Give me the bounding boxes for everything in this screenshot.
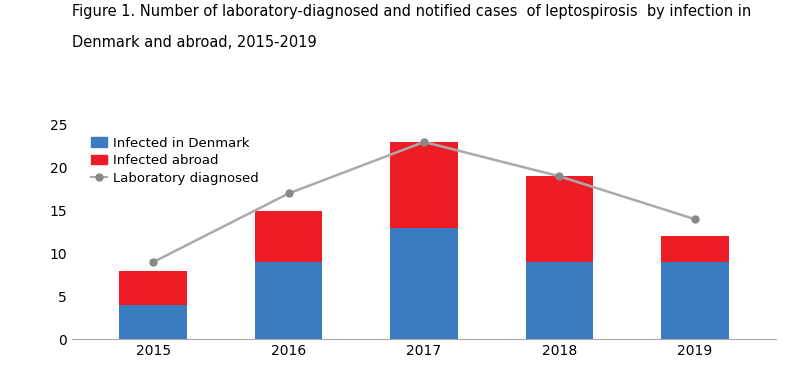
Bar — [526, 176, 594, 262]
Text: Figure 1. Number of laboratory-diagnosed and notified cases  of leptospirosis  b: Figure 1. Number of laboratory-diagnosed… — [72, 4, 751, 19]
Bar — [254, 211, 322, 262]
Text: Denmark and abroad, 2015-2019: Denmark and abroad, 2015-2019 — [72, 35, 317, 50]
Bar — [661, 236, 729, 262]
Bar — [390, 228, 458, 339]
Legend: Infected in Denmark, Infected abroad, Laboratory diagnosed: Infected in Denmark, Infected abroad, La… — [86, 131, 264, 190]
Bar — [119, 271, 187, 305]
Bar — [390, 142, 458, 228]
Bar — [526, 262, 594, 339]
Bar — [254, 262, 322, 339]
Bar — [119, 305, 187, 339]
Bar — [661, 262, 729, 339]
